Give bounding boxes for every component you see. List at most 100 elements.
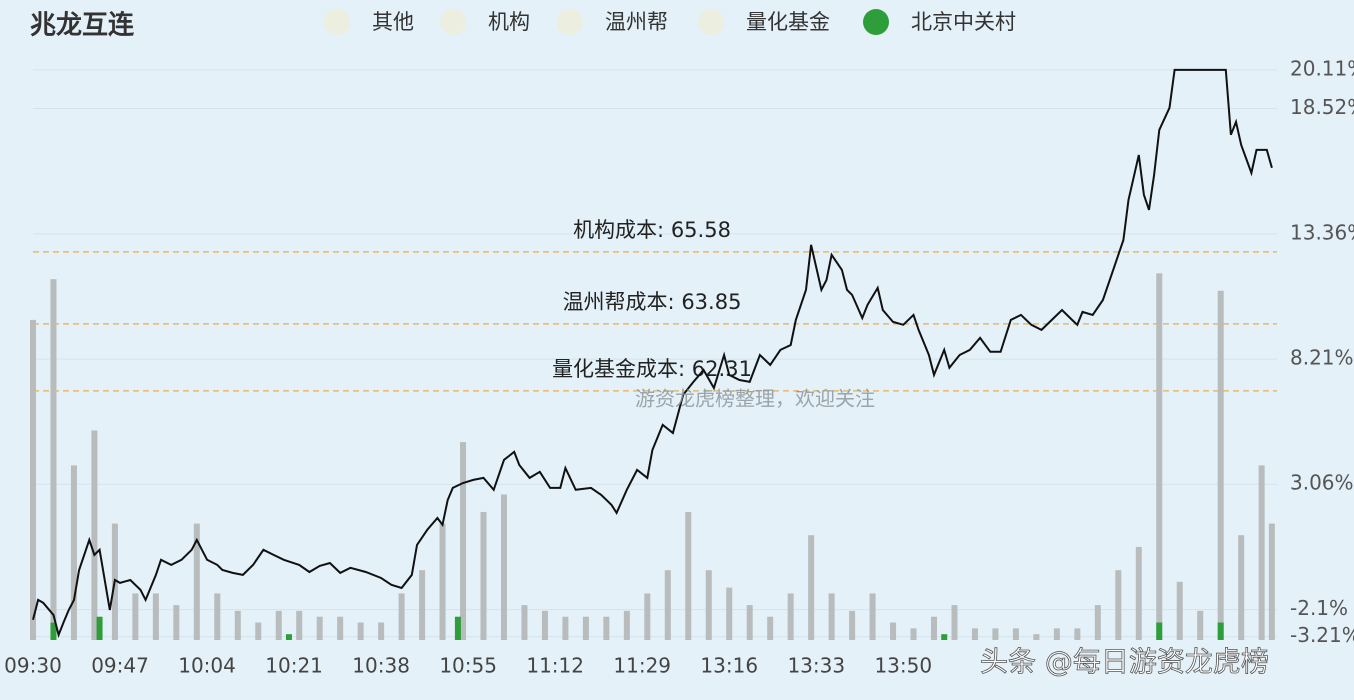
legend-label[interactable]: 温州帮	[605, 10, 668, 34]
volume-bar	[193, 523, 200, 640]
volume-bar	[152, 593, 159, 640]
volume-bar	[869, 593, 876, 640]
y-tick-label: -2.1%	[1290, 596, 1348, 620]
volume-bar	[767, 616, 774, 640]
volume-bar	[1197, 610, 1204, 640]
volume-bar	[931, 616, 938, 640]
volume-bar	[132, 593, 139, 640]
y-tick-label: 13.36%	[1290, 220, 1354, 244]
x-tick-label: 10:38	[352, 654, 410, 678]
volume-bar	[454, 616, 461, 640]
x-tick-label: 11:12	[526, 654, 584, 678]
volume-bar	[316, 616, 323, 640]
volume-bar	[971, 628, 978, 640]
legend-marker	[440, 9, 466, 35]
volume-bar	[890, 622, 897, 640]
volume-bar	[1217, 622, 1224, 640]
legend-label[interactable]: 机构	[488, 10, 530, 34]
legend-marker	[698, 9, 724, 35]
legend-marker	[324, 9, 350, 35]
volume-bar	[849, 610, 856, 640]
volume-bar	[664, 570, 671, 640]
volume-bar	[562, 616, 569, 640]
volume-bar	[275, 610, 282, 640]
legend-marker	[557, 9, 583, 35]
x-tick-label: 13:50	[874, 654, 932, 678]
volume-bar	[214, 593, 221, 640]
volume-bar	[541, 610, 548, 640]
annotation: 量化基金成本: 62.31	[552, 357, 752, 381]
y-tick-label: -3.21%	[1290, 623, 1354, 647]
volume-bar	[398, 593, 405, 640]
volume-bar	[1156, 622, 1163, 640]
y-tick-label: 20.11%	[1290, 56, 1354, 80]
x-tick-label: 10:04	[178, 654, 236, 678]
x-tick-label: 10:21	[265, 654, 323, 678]
chart-title: 兆龙互连	[30, 11, 135, 41]
legend-label[interactable]: 量化基金	[746, 10, 830, 34]
x-tick-label: 09:47	[91, 654, 149, 678]
volume-bar	[296, 610, 303, 640]
volume-bar	[480, 511, 487, 640]
volume-bar	[439, 523, 446, 640]
volume-bar	[378, 622, 385, 640]
volume-bar	[1094, 605, 1101, 640]
y-tick-label: 8.21%	[1290, 346, 1354, 370]
volume-bar	[746, 605, 753, 640]
legend-label[interactable]: 其他	[372, 10, 414, 34]
x-tick-label: 09:30	[4, 654, 62, 678]
volume-bar	[1217, 290, 1224, 640]
volume-bar	[500, 494, 507, 640]
volume-bar	[1074, 628, 1081, 640]
volume-bar	[787, 593, 794, 640]
volume-bar	[910, 628, 917, 640]
volume-bar	[50, 279, 57, 640]
volume-bar	[603, 616, 610, 640]
y-tick-label: 3.06%	[1290, 471, 1354, 495]
volume-bar	[941, 634, 948, 640]
volume-bar	[50, 622, 57, 640]
volume-bar	[582, 616, 589, 640]
volume-bar	[828, 593, 835, 640]
volume-bar	[1033, 634, 1040, 640]
volume-bar	[1176, 581, 1183, 640]
volume-bar	[644, 593, 651, 640]
volume-bar	[337, 616, 344, 640]
volume-bar	[1268, 523, 1275, 640]
x-tick-label: 11:29	[613, 654, 671, 678]
volume-bar	[685, 511, 692, 640]
volume-bar	[70, 465, 77, 640]
legend: 其他 机构 温州帮 量化基金 北京中关村	[324, 9, 1016, 35]
volume-bar	[1156, 273, 1163, 640]
volume-bar	[460, 442, 467, 640]
annotation: 温州帮成本: 63.85	[563, 290, 742, 314]
volume-bar	[357, 622, 364, 640]
volume-bar	[1053, 628, 1060, 640]
volume-bar	[255, 622, 262, 640]
x-tick-label: 10:55	[439, 654, 497, 678]
volume-bar	[285, 634, 292, 640]
volume-bar	[705, 570, 712, 640]
volume-bar	[173, 605, 180, 640]
volume-bar	[234, 610, 241, 640]
x-tick-label: 13:16	[700, 654, 758, 678]
volume-bar	[1258, 465, 1265, 640]
volume-bar	[1115, 570, 1122, 640]
volume-bar	[623, 610, 630, 640]
volume-bar	[1135, 546, 1142, 640]
volume-bar	[30, 319, 36, 640]
volume-bar	[951, 605, 958, 640]
volume-bar	[521, 605, 528, 640]
annotation: 机构成本: 65.58	[573, 218, 731, 242]
price-line	[32, 68, 1273, 639]
volume-bar	[419, 570, 426, 640]
legend-marker	[863, 9, 889, 35]
legend-label[interactable]: 北京中关村	[911, 10, 1016, 34]
volume-bar	[1012, 628, 1019, 640]
watermark: 头条 @每日游资龙虎榜	[980, 645, 1269, 678]
watermark: 游资龙虎榜整理，欢迎关注	[635, 387, 875, 411]
volume-bar	[726, 587, 733, 640]
x-tick-label: 13:33	[787, 654, 845, 678]
